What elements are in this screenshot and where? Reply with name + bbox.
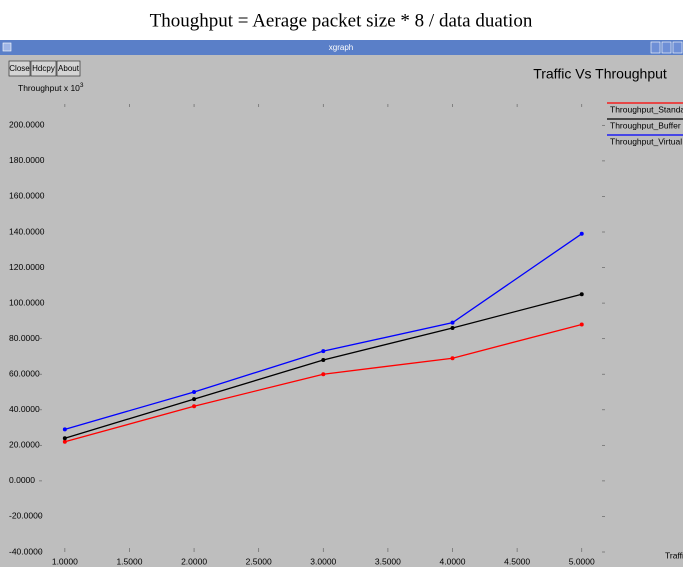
window <box>0 40 683 567</box>
chart-title: Traffic Vs Throughput <box>533 66 667 82</box>
data-point <box>450 326 455 330</box>
data-point <box>192 397 197 402</box>
legend-label: Throughput_Buffer <box>610 120 681 130</box>
data-point <box>62 439 67 444</box>
x-axis-label: Traffic <box>665 550 683 560</box>
data-point <box>321 349 326 354</box>
data-point <box>450 356 455 361</box>
y-tick-label: 80.0000 <box>9 333 40 343</box>
data-point <box>579 292 584 297</box>
x-tick-label: 3.5000 <box>375 556 401 566</box>
x-tick-label: 1.0000 <box>52 556 78 566</box>
y-tick-label: 200.0000 <box>9 120 45 130</box>
data-point <box>579 322 584 327</box>
legend-label: Throughput_Virtual <box>610 136 682 146</box>
button[interactable] <box>30 60 57 77</box>
y-tick-label: 40.0000 <box>9 404 40 414</box>
x-tick-label: 4.0000 <box>440 556 466 566</box>
minimize-button[interactable] <box>650 41 661 54</box>
window-title: xgraph <box>329 43 353 52</box>
x-tick-label: 3.0000 <box>310 556 336 566</box>
x-tick-label: 5.0000 <box>569 556 595 566</box>
close-window-button[interactable] <box>672 41 683 54</box>
button[interactable] <box>8 60 31 77</box>
y-tick-label: 60.0000 <box>9 368 40 378</box>
data-point <box>62 436 67 441</box>
window-icon[interactable] <box>2 42 12 52</box>
y-tick-label: -20.0000 <box>9 511 43 521</box>
button[interactable] <box>56 60 81 77</box>
maximize-button[interactable] <box>661 41 672 54</box>
y-tick-label: 20.0000 <box>9 440 40 450</box>
y-axis-label-exponent: 3 <box>80 82 84 89</box>
y-tick-label: 180.0000 <box>9 155 45 165</box>
caption: Thoughput = Aerage packet size * 8 / dat… <box>150 10 533 31</box>
y-axis-label: Throughput x 103 <box>18 82 84 94</box>
y-tick-label: 140.0000 <box>9 226 45 236</box>
data-point <box>321 372 326 377</box>
y-tick-label: 120.0000 <box>9 262 45 272</box>
y-tick-label: 0.0000 <box>9 475 35 485</box>
y-tick-label: -40.0000 <box>9 546 43 556</box>
x-tick-label: 2.0000 <box>181 556 207 566</box>
data-point <box>321 358 326 362</box>
x-tick-label: 1.5000 <box>116 556 142 566</box>
data-point <box>62 427 67 432</box>
data-point <box>450 320 455 325</box>
legend-label: Throughput_Standard <box>610 104 683 114</box>
x-tick-label: 2.5000 <box>246 556 272 566</box>
y-tick-label: 100.0000 <box>9 297 45 307</box>
y-axis-label-text: Throughput x 10 <box>18 83 80 93</box>
button-label[interactable]: Hdcpy <box>32 64 55 73</box>
data-point <box>579 231 584 236</box>
x-tick-label: 4.5000 <box>504 556 530 566</box>
button-label[interactable]: About <box>58 64 80 73</box>
data-point <box>192 404 197 409</box>
data-point <box>192 390 197 394</box>
y-tick-label: 160.0000 <box>9 191 45 201</box>
title-bar <box>0 40 683 55</box>
button-label[interactable]: Close <box>9 64 30 73</box>
